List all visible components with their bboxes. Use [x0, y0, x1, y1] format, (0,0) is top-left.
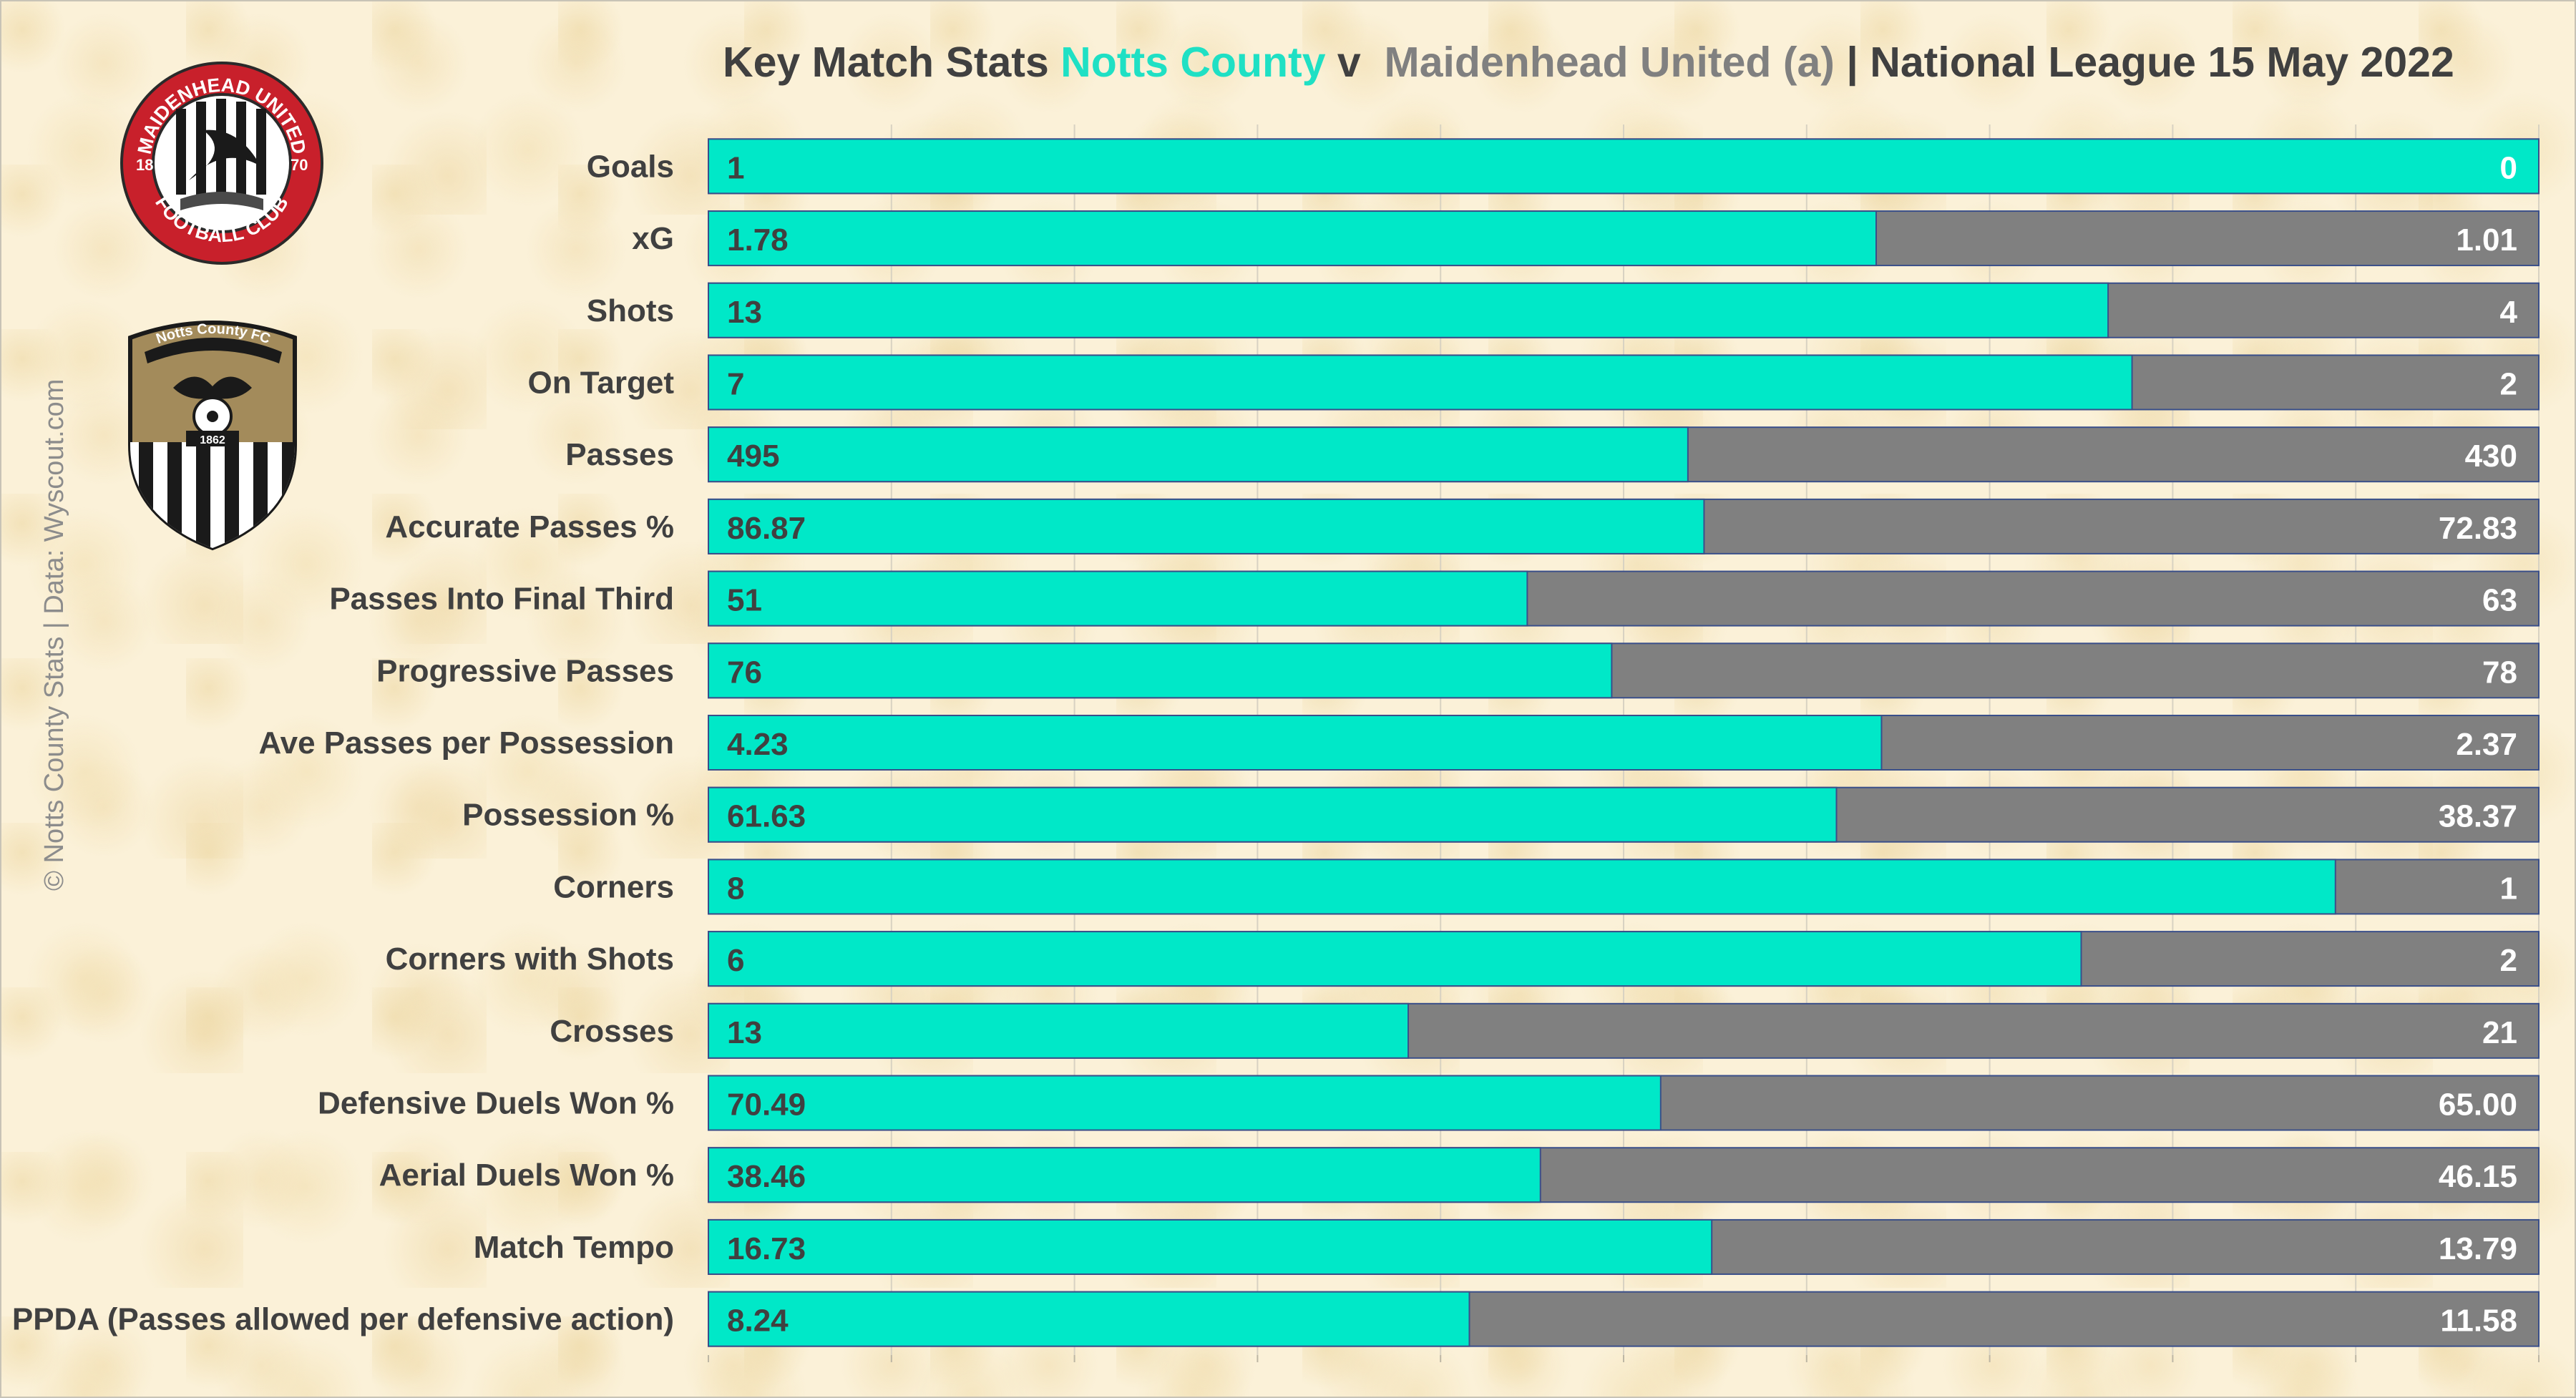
crest-year-left: 18	[136, 156, 153, 174]
category-label: Passes Into Final Third	[329, 582, 674, 617]
bar-home-11	[708, 931, 2082, 987]
title-separator: v	[1337, 39, 1361, 86]
value-label-away: 78	[2482, 655, 2517, 690]
bar-home-3	[708, 354, 2133, 411]
bar-home-1	[708, 210, 1877, 267]
value-label-home: 4.23	[727, 727, 789, 762]
category-label: Accurate Passes %	[385, 509, 674, 544]
value-label-home: 1	[727, 150, 744, 185]
bar-home-12	[708, 1002, 1410, 1059]
value-label-home: 7	[727, 366, 744, 401]
value-label-home: 51	[727, 583, 762, 618]
bar-home-13	[708, 1075, 1662, 1131]
value-label-away: 72.83	[2439, 511, 2517, 546]
value-label-home: 13	[727, 295, 762, 330]
value-label-home: 1.78	[727, 223, 789, 258]
value-label-away: 1.01	[2456, 223, 2517, 258]
chart-title: Key Match Stats Notts County v Maidenhea…	[723, 30, 2454, 94]
crest-year-right: 70	[291, 156, 308, 174]
value-label-away: 2.37	[2456, 727, 2517, 762]
value-label-away: 430	[2465, 439, 2517, 474]
category-label: On Target	[527, 365, 674, 400]
value-label-away: 13.79	[2439, 1231, 2517, 1266]
value-label-away: 2	[2500, 943, 2517, 978]
bar-home-10	[708, 859, 2336, 915]
value-label-home: 38.46	[727, 1159, 806, 1194]
value-label-home: 13	[727, 1015, 762, 1050]
notts-county-shield-icon: Notts County FC 1862	[128, 321, 297, 551]
value-label-home: 8	[727, 871, 744, 906]
title-away-team: Maidenhead United (a)	[1384, 39, 1835, 86]
category-label: Possession %	[462, 798, 674, 833]
bar-home-0	[708, 138, 2540, 195]
value-label-home: 16.73	[727, 1231, 806, 1266]
bar-home-16	[708, 1291, 1470, 1347]
category-label: Corners with Shots	[386, 942, 674, 977]
category-label: Corners	[553, 869, 674, 904]
value-label-home: 6	[727, 943, 744, 978]
category-label: Aerial Duels Won %	[379, 1158, 674, 1193]
category-label: Crosses	[550, 1014, 674, 1049]
bar-home-15	[708, 1218, 1713, 1275]
value-label-home: 495	[727, 439, 779, 474]
value-label-home: 76	[727, 655, 762, 690]
value-label-home: 61.63	[727, 799, 806, 834]
category-label: Shots	[587, 293, 674, 328]
category-label: Progressive Passes	[376, 653, 674, 688]
category-label: Defensive Duels Won %	[318, 1086, 674, 1121]
value-label-away: 11.58	[2440, 1304, 2517, 1339]
bar-home-8	[708, 715, 1883, 771]
category-label: xG	[632, 221, 674, 256]
bar-home-9	[708, 786, 1838, 843]
value-label-home: 8.24	[727, 1304, 789, 1339]
bar-home-5	[708, 498, 1705, 554]
title-prefix: Key Match Stats	[723, 39, 1049, 86]
bar-home-2	[708, 282, 2109, 338]
title-suffix: | National League 15 May 2022	[1846, 39, 2454, 86]
value-label-away: 21	[2482, 1015, 2517, 1050]
maidenhead-crest-icon: MAIDENHEAD UNITED FOOTBALL CLUB 18 70	[120, 62, 323, 265]
bar-home-14	[708, 1147, 1541, 1203]
value-label-away: 63	[2482, 583, 2517, 618]
value-label-away: 38.37	[2439, 799, 2517, 834]
value-label-away: 1	[2500, 871, 2517, 906]
category-label: PPDA (Passes allowed per defensive actio…	[12, 1302, 674, 1337]
category-label: Ave Passes per Possession	[259, 725, 675, 761]
shield-year: 1862	[200, 434, 225, 446]
value-label-away: 46.15	[2439, 1159, 2517, 1194]
category-label: Goals	[587, 149, 674, 184]
value-label-away: 65.00	[2439, 1087, 2517, 1123]
value-label-home: 86.87	[727, 511, 806, 546]
value-label-away: 4	[2500, 295, 2518, 330]
category-label: Passes	[565, 437, 674, 472]
bar-home-4	[708, 426, 1689, 483]
bar-home-6	[708, 570, 1528, 627]
bar-home-7	[708, 642, 1613, 699]
title-home-team: Notts County	[1060, 39, 1326, 86]
value-label-home: 70.49	[727, 1087, 806, 1123]
category-label: Match Tempo	[474, 1230, 674, 1265]
value-label-away: 2	[2500, 366, 2517, 401]
value-label-away: 0	[2500, 150, 2517, 185]
